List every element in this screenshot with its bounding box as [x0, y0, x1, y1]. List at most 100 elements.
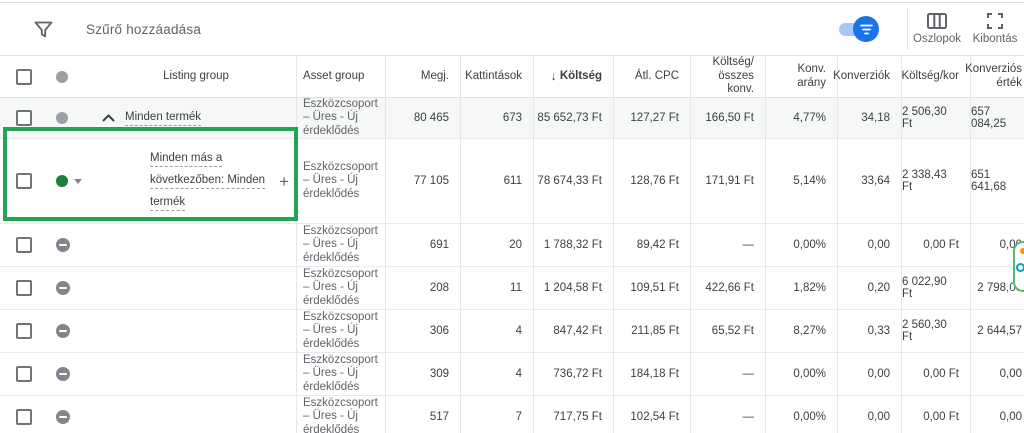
toolbar-divider [907, 8, 908, 50]
cost-cell: 85 652,73 Ft [533, 98, 613, 138]
asset-group-cell: Eszközcsoport – Üres - Új érdeklődés [296, 139, 385, 223]
conversions-cell: 33,64 [837, 139, 901, 223]
excluded-minus-icon[interactable] [56, 367, 70, 381]
expand-icon [987, 13, 1003, 29]
toggle-knob-filter-icon [853, 16, 879, 42]
impressions-cell: 309 [385, 353, 460, 395]
add-filter-button[interactable]: Szűrő hozzáadása [86, 21, 202, 37]
status-dropdown-caret-icon[interactable] [74, 178, 82, 184]
cost-cell: 78 674,33 Ft [533, 139, 613, 223]
row-checkbox[interactable] [16, 110, 32, 126]
asset-group-cell: Eszközcsoport – Üres - Új érdeklődés [296, 353, 385, 395]
column-header-impressions[interactable]: Megj. [385, 56, 460, 97]
cost-per-conv-cell: 0,00 Ft [901, 353, 970, 395]
table-row: Eszközcsoport – Üres - Új érdeklődés 517… [0, 396, 1024, 433]
table-row: Eszközcsoport – Üres - Új érdeklődés 309… [0, 353, 1024, 396]
table-row: Minden más a következőben: Minden termék… [0, 139, 1024, 224]
column-header-asset-group[interactable]: Asset group [296, 56, 385, 97]
badge-orange-dot-icon [1020, 248, 1024, 254]
column-header-avg-cpc[interactable]: Átl. CPC [613, 56, 690, 97]
cost-per-conv-cell: 2 338,43 Ft [901, 139, 970, 223]
cost-per-all-conv-cell: 166,50 Ft [690, 98, 765, 138]
cost-per-all-conv-cell: 65,52 Ft [690, 310, 765, 352]
add-subdivision-icon[interactable]: + [279, 171, 290, 191]
conv-value-cell: 0,00 [970, 353, 1024, 395]
clicks-cell: 4 [460, 310, 533, 352]
asset-group-cell: Eszközcsoport – Üres - Új érdeklődés [296, 310, 385, 352]
status-header-cell [48, 56, 96, 97]
status-cell [48, 224, 96, 266]
checkbox-cell [0, 267, 48, 309]
badge-teal-ring-icon [1016, 263, 1024, 272]
impressions-cell: 80 465 [385, 98, 460, 138]
conv-value-cell: 0,00 [970, 396, 1024, 433]
cost-per-all-conv-cell: 422,66 Ft [690, 267, 765, 309]
cost-per-conv-cell: 0,00 Ft [901, 396, 970, 433]
status-cell [48, 353, 96, 395]
column-header-conv-value[interactable]: Konverziós érték [965, 56, 1024, 97]
clicks-cell: 4 [460, 353, 533, 395]
status-gray-dot [56, 112, 68, 124]
avg-cpc-cell: 109,51 Ft [613, 267, 690, 309]
conversions-cell: 0,00 [837, 224, 901, 266]
column-header-cost-per-conv[interactable]: Költség/kor [901, 56, 970, 97]
row-checkbox[interactable] [16, 173, 32, 189]
impressions-cell: 517 [385, 396, 460, 433]
clicks-cell: 11 [460, 267, 533, 309]
listing-group-cell: Minden termék [96, 98, 296, 138]
columns-button[interactable]: Oszlopok [908, 3, 966, 55]
checkbox-cell [0, 98, 48, 138]
select-all-checkbox-cell [0, 56, 48, 97]
conversions-cell: 0,00 [837, 353, 901, 395]
excluded-minus-icon[interactable] [56, 238, 70, 252]
status-cell [48, 267, 96, 309]
conversions-cell: 34,18 [837, 98, 901, 138]
column-header-conversions[interactable]: Konverziók [833, 56, 901, 97]
column-header-conv-rate[interactable]: Konv. arány [765, 56, 837, 97]
status-cell [48, 310, 96, 352]
column-header-clicks[interactable]: Kattintások [460, 56, 533, 97]
row-checkbox[interactable] [16, 366, 32, 382]
impressions-cell: 691 [385, 224, 460, 266]
expand-button[interactable]: Kibontás [966, 3, 1024, 55]
listing-group-cell [96, 310, 296, 352]
conv-rate-cell: 5,14% [765, 139, 837, 223]
chevron-up-icon[interactable] [102, 114, 115, 122]
row-checkbox[interactable] [16, 237, 32, 253]
conversions-cell: 0,20 [837, 267, 901, 309]
columns-icon [927, 13, 947, 29]
select-all-checkbox[interactable] [16, 68, 32, 85]
avg-cpc-cell: 89,42 Ft [613, 224, 690, 266]
excluded-minus-icon[interactable] [56, 281, 70, 295]
impressions-cell: 77 105 [385, 139, 460, 223]
asset-group-cell: Eszközcsoport – Üres - Új érdeklődés [296, 396, 385, 433]
column-header-cost-per-all-conv[interactable]: Költség/ összes konv. [690, 56, 765, 97]
excluded-minus-icon[interactable] [56, 410, 70, 424]
conv-value-cell: 657 084,25 [970, 98, 1024, 138]
avg-cpc-cell: 102,54 Ft [613, 396, 690, 433]
row-checkbox[interactable] [16, 409, 32, 425]
table-header-row: Listing group Asset group Megj. Kattintá… [0, 56, 1024, 98]
conv-value-cell: 651 641,68 [970, 139, 1024, 223]
excluded-minus-icon[interactable] [56, 324, 70, 338]
row-checkbox[interactable] [16, 280, 32, 296]
filter-bar-toggle[interactable] [839, 16, 879, 42]
clicks-cell: 611 [460, 139, 533, 223]
toolbar: Szűrő hozzáadása Oszlopok Kibontás [0, 2, 1024, 56]
table-row: Eszközcsoport – Üres - Új érdeklődés 306… [0, 310, 1024, 353]
conv-rate-cell: 0,00% [765, 353, 837, 395]
column-header-cost-sorted[interactable]: ↓ Költség [533, 56, 613, 97]
filter-funnel-icon [0, 21, 86, 38]
listing-group-link[interactable]: Minden termék [125, 111, 202, 126]
cost-per-all-conv-cell: 171,91 Ft [690, 139, 765, 223]
listing-group-link[interactable]: Minden más a következőben: Minden termék [150, 152, 266, 211]
status-green-dot[interactable] [56, 175, 68, 187]
status-header-dot [56, 70, 68, 83]
asset-group-cell: Eszközcsoport – Üres - Új érdeklődés [296, 224, 385, 266]
column-header-listing-group[interactable]: Listing group [163, 69, 229, 82]
row-checkbox[interactable] [16, 323, 32, 339]
clicks-cell: 673 [460, 98, 533, 138]
table-row: Eszközcsoport – Üres - Új érdeklődés 208… [0, 267, 1024, 310]
listing-group-cell [96, 267, 296, 309]
